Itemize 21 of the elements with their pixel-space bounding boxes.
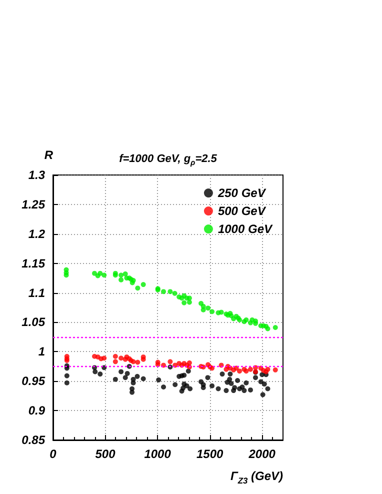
y-tick-label: 1.1: [28, 286, 46, 300]
y-tick-label: 1.2: [28, 226, 46, 241]
y-tick-label: 1.05: [22, 315, 46, 330]
legend-label: 500 GeV: [218, 204, 266, 218]
y-tick-label: 0.9: [28, 404, 46, 418]
x-tick-label: 1500: [196, 447, 224, 461]
x-tick-label: 1000: [144, 447, 172, 461]
y-tick-label: 0.95: [22, 374, 46, 388]
y-tick-label: 1: [38, 344, 46, 359]
legend-label: 250 GeV: [216, 186, 266, 200]
y-tick-label: 1.25: [22, 197, 46, 212]
y-tick-label: 0.85: [22, 433, 46, 447]
x-tick-label: 0: [50, 447, 57, 461]
y-tick-label: 1.3: [28, 168, 46, 182]
x-tick-label: 2000: [248, 447, 276, 461]
legend-label: 1000 GeV: [218, 222, 273, 236]
x-tick-label: 500: [95, 447, 116, 461]
chart-title: f=1000 GeV, g$_{ρ}$=2.5: [119, 153, 217, 168]
x-axis-title: Γ$_{Z3}$ (GeV): [230, 469, 283, 486]
y-tick-label: 1.15: [22, 256, 46, 270]
y-axis-title: R: [44, 148, 54, 162]
